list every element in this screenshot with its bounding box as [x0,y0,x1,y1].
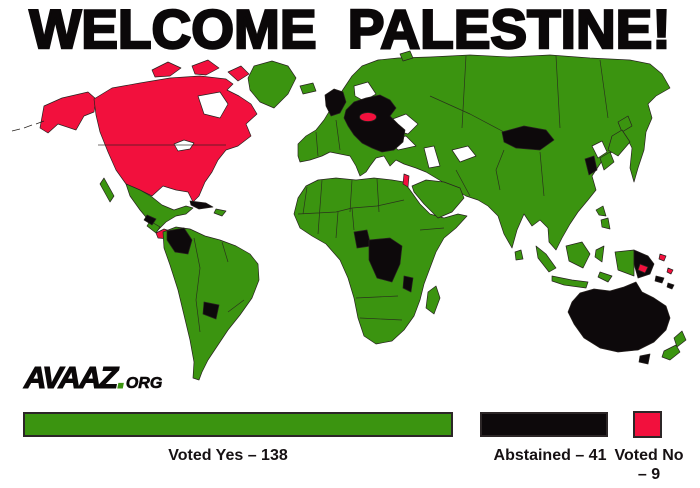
region-paraguay [202,301,220,320]
region-java [551,275,589,289]
page-title: WELCOME PALESTINE! [28,0,672,60]
region-alaska [39,91,97,134]
region-iceland [299,82,317,95]
water-caspian-sea [423,145,441,169]
region-arctic-island-1 [151,61,182,78]
region-japan-kyushu [599,151,615,171]
region-papua-new-guinea [633,249,655,279]
region-madagascar [425,285,441,315]
region-aleutian-islands [11,120,45,132]
region-philippines [595,205,611,230]
region-guatemala [143,214,157,226]
legend-swatch-voted-yes [23,412,453,437]
region-tasmania [638,353,651,365]
region-british-isles [324,88,347,117]
legend-label-voted-yes: Voted Yes – 138 [168,447,288,464]
region-solomon-islands [654,275,675,290]
legend-label-voted-no-line2: – 9 [637,466,661,483]
legend-label-abstained: Abstained – 41 [493,447,607,464]
legend-swatch-voted-no [633,411,662,438]
region-cuba [189,200,214,210]
region-baja-california [99,177,115,203]
region-south-korea [584,155,598,176]
region-colombia [166,227,193,255]
avaaz-logo-name: AVAAZ [23,359,118,395]
avaaz-logo-suffix: ORG [125,375,163,393]
avaaz-logo: AVAAZ. ORG [23,359,163,396]
legend-swatch-abstained [480,412,608,437]
region-central-asia-gap [451,145,477,163]
legend-label-voted-no: Voted No – 9 [611,446,687,484]
region-malawi [402,275,414,293]
region-arctic-island-2 [191,59,220,76]
region-japan-hokkaido [617,115,633,133]
region-hispaniola [213,208,227,217]
region-arabia [411,179,465,219]
country-borders [98,55,609,333]
region-australia [567,281,671,353]
region-west-new-guinea [614,249,635,277]
avaaz-logo-dot: . [117,359,127,395]
region-dr-congo [368,237,403,283]
region-greenland [247,60,297,109]
region-canada-usa [93,75,258,203]
region-sumatra [535,245,557,273]
region-pacific-micronesia [637,253,674,275]
region-czech-republic [359,112,377,122]
region-sri-lanka [514,249,524,261]
region-central-europe-balkans [343,94,406,153]
region-svalbard [399,50,414,62]
water-great-lakes [173,139,195,152]
region-israel [402,173,410,188]
region-japan-honshu [607,129,631,157]
region-north-korea-gap [591,140,608,159]
region-sulawesi [594,245,605,263]
water-hudson-bay [197,91,229,119]
region-mexico [125,183,194,231]
legend-label-voted-no-line1: Voted No [614,447,684,464]
region-timor [597,271,613,283]
region-mongolia [501,125,555,151]
region-borneo [565,241,591,269]
region-new-zealand [661,330,687,361]
region-arctic-island-3 [227,65,250,82]
